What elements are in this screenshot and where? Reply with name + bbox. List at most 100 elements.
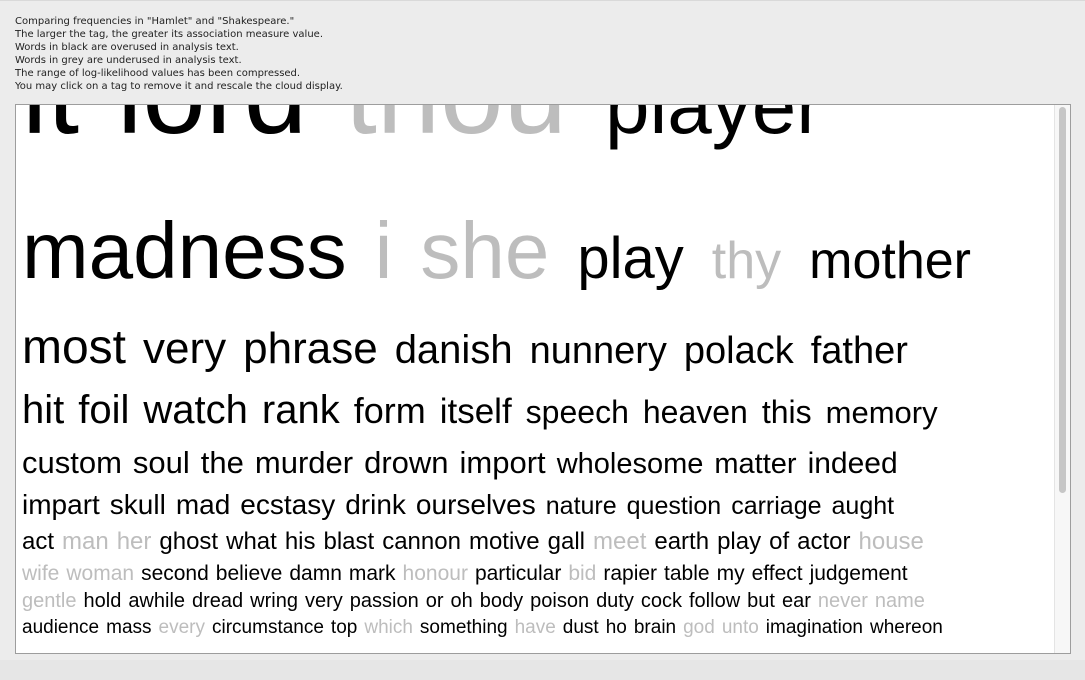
tag-very[interactable]: very — [304, 590, 343, 613]
tag-this[interactable]: this — [761, 393, 812, 430]
tag-she[interactable]: she — [420, 205, 550, 295]
tag-motive[interactable]: motive — [468, 528, 540, 556]
tag-dust[interactable]: dust — [562, 617, 599, 639]
tag-second[interactable]: second — [141, 561, 209, 585]
tag-aught[interactable]: aught — [831, 492, 895, 521]
tag-earth[interactable]: earth — [654, 528, 710, 556]
tag-believe[interactable]: believe — [215, 561, 283, 585]
tag-never[interactable]: never — [817, 590, 868, 613]
tag-import[interactable]: import — [459, 444, 546, 480]
tag-murder[interactable]: murder — [254, 444, 354, 480]
tag-speech[interactable]: speech — [525, 393, 629, 430]
tag-mark[interactable]: mark — [348, 561, 396, 585]
tag-have[interactable]: have — [514, 617, 556, 639]
tag-god[interactable]: god — [683, 617, 715, 639]
tag-passion[interactable]: passion — [349, 590, 419, 613]
tag-gentle[interactable]: gentle — [22, 590, 77, 613]
tag-something[interactable]: something — [419, 617, 508, 639]
tag-nature[interactable]: nature — [545, 492, 617, 521]
tag-carriage[interactable]: carriage — [731, 492, 822, 521]
tag-honour[interactable]: honour — [402, 561, 468, 585]
tag-rapier[interactable]: rapier — [603, 561, 658, 585]
tag-circumstance[interactable]: circumstance — [212, 617, 324, 639]
tag-particular[interactable]: particular — [474, 561, 562, 585]
tag-drink[interactable]: drink — [345, 489, 406, 521]
tag-mother[interactable]: mother — [809, 231, 971, 290]
tag-madness[interactable]: madness — [22, 205, 347, 295]
tag-it[interactable]: it — [22, 105, 79, 152]
scrollbar-thumb[interactable] — [1059, 107, 1066, 493]
tag-man[interactable]: man — [62, 528, 109, 556]
tag-polack[interactable]: polack — [683, 329, 794, 372]
tag-ecstasy[interactable]: ecstasy — [240, 489, 336, 521]
tag-itself[interactable]: itself — [439, 391, 512, 431]
tag-effect[interactable]: effect — [751, 561, 803, 585]
tag-every[interactable]: every — [158, 617, 205, 639]
tag-drown[interactable]: drown — [364, 444, 449, 480]
tag-thy[interactable]: thy — [711, 231, 782, 290]
tag-follow[interactable]: follow — [689, 590, 741, 613]
tag-danish[interactable]: danish — [394, 327, 513, 372]
tag-heaven[interactable]: heaven — [642, 393, 748, 430]
tag-play[interactable]: play — [717, 528, 762, 556]
tag-my[interactable]: my — [716, 561, 745, 585]
tag-awhile[interactable]: awhile — [128, 590, 186, 613]
tag-question[interactable]: question — [626, 492, 722, 521]
tag-mass[interactable]: mass — [106, 617, 152, 639]
tag-ourselves[interactable]: ourselves — [415, 489, 536, 521]
tag-skull[interactable]: skull — [109, 489, 166, 521]
tag-impart[interactable]: impart — [22, 489, 100, 521]
tag-of[interactable]: of — [769, 528, 790, 556]
tag-table[interactable]: table — [664, 561, 710, 585]
tag-dread[interactable]: dread — [192, 590, 244, 613]
tag-wife[interactable]: wife — [22, 561, 60, 585]
tag-meet[interactable]: meet — [593, 528, 647, 556]
tag-memory[interactable]: memory — [825, 394, 938, 430]
tag-custom[interactable]: custom — [22, 444, 122, 480]
tag-indeed[interactable]: indeed — [807, 446, 898, 480]
tag-audience[interactable]: audience — [22, 617, 100, 639]
tag-blast[interactable]: blast — [323, 528, 375, 556]
tag-but[interactable]: but — [747, 590, 775, 613]
tag-matter[interactable]: matter — [714, 447, 797, 480]
tag-very[interactable]: very — [143, 323, 227, 373]
tag-phrase[interactable]: phrase — [243, 323, 378, 373]
tag-actor[interactable]: actor — [797, 528, 851, 556]
tag-body[interactable]: body — [479, 590, 524, 613]
tag-cock[interactable]: cock — [640, 590, 682, 613]
tag-his[interactable]: his — [284, 528, 316, 556]
tag-imagination[interactable]: imagination — [765, 617, 863, 639]
tag-bid[interactable]: bid — [568, 561, 597, 585]
tag-mad[interactable]: mad — [175, 489, 231, 521]
tag-player[interactable]: player — [604, 105, 823, 151]
tag-act[interactable]: act — [22, 528, 55, 556]
tag-oh[interactable]: oh — [450, 590, 473, 613]
tag-top[interactable]: top — [330, 617, 358, 639]
vertical-scrollbar[interactable] — [1054, 105, 1070, 653]
tag-most[interactable]: most — [22, 320, 127, 374]
tag-ear[interactable]: ear — [781, 590, 811, 613]
tag-ho[interactable]: ho — [605, 617, 627, 639]
tag-judgement[interactable]: judgement — [809, 561, 908, 585]
tag-her[interactable]: her — [116, 528, 152, 556]
tag-wholesome[interactable]: wholesome — [556, 447, 704, 480]
tag-damn[interactable]: damn — [289, 561, 342, 585]
tag-which[interactable]: which — [364, 617, 413, 639]
tag-watch[interactable]: watch — [143, 387, 248, 432]
tag-poison[interactable]: poison — [530, 590, 590, 613]
tag-form[interactable]: form — [353, 389, 426, 431]
tag-rank[interactable]: rank — [261, 387, 340, 432]
tag-father[interactable]: father — [810, 329, 908, 372]
tag-unto[interactable]: unto — [721, 617, 759, 639]
tag-what[interactable]: what — [226, 528, 277, 556]
tag-brain[interactable]: brain — [633, 617, 677, 639]
tag-thou[interactable]: thou — [345, 105, 567, 152]
tag-foil[interactable]: foil — [78, 387, 130, 432]
tag-nunnery[interactable]: nunnery — [529, 329, 667, 372]
tag-or[interactable]: or — [425, 590, 444, 613]
tag-ghost[interactable]: ghost — [159, 528, 219, 556]
tag-i[interactable]: i — [374, 205, 393, 295]
tag-play[interactable]: play — [577, 225, 684, 291]
tag-duty[interactable]: duty — [596, 590, 634, 613]
tag-house[interactable]: house — [858, 528, 924, 556]
